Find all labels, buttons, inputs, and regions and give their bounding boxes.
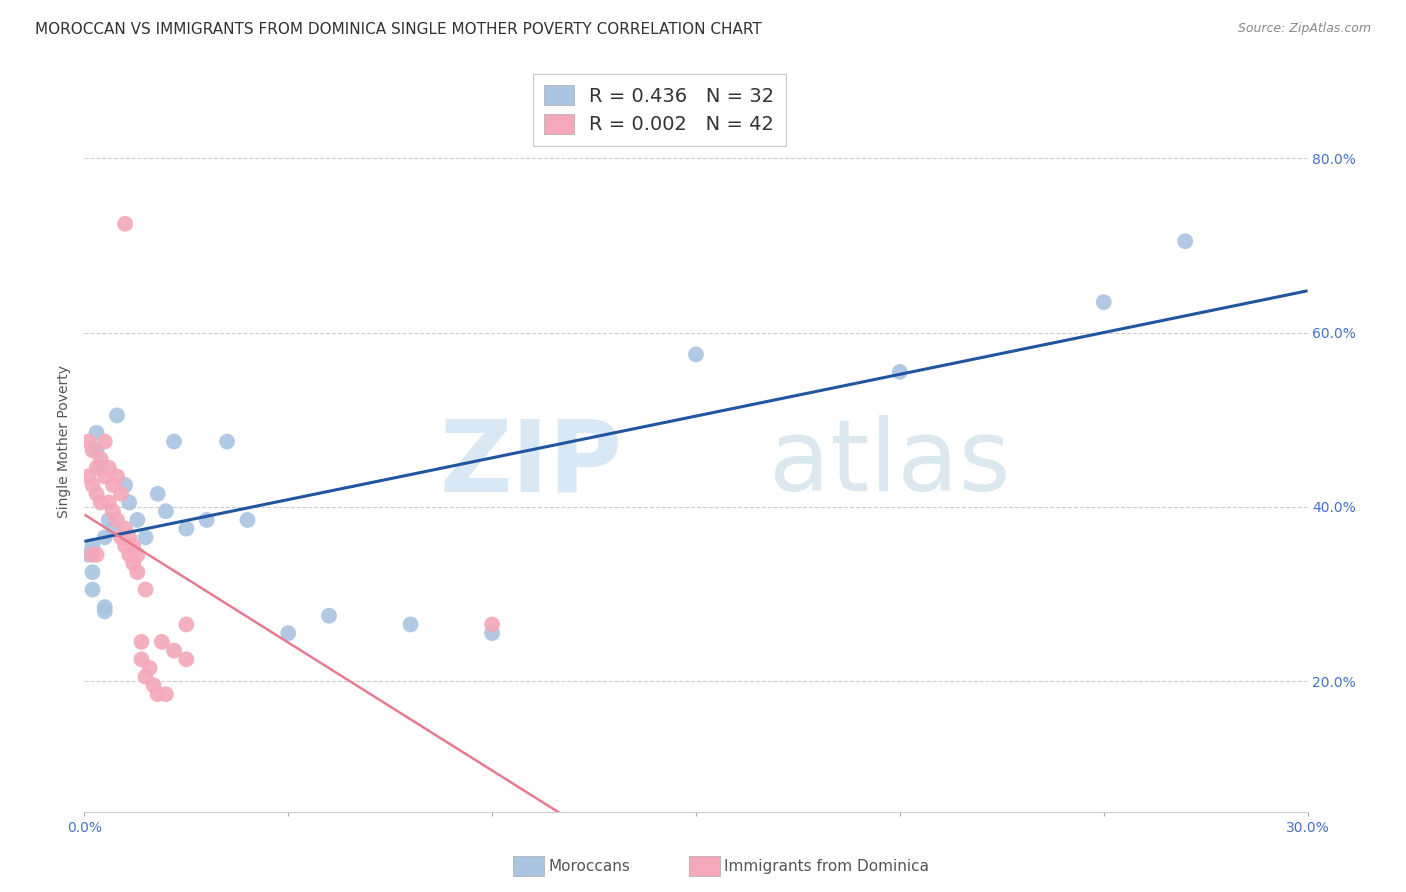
Point xyxy=(86,487,108,501)
Point xyxy=(82,548,104,562)
Point xyxy=(101,504,124,518)
Point xyxy=(685,347,707,361)
Point xyxy=(127,548,149,562)
Point xyxy=(118,530,141,544)
Point xyxy=(217,434,239,449)
Point xyxy=(93,530,115,544)
Point xyxy=(127,565,149,579)
Point xyxy=(150,635,173,649)
Point xyxy=(101,478,124,492)
Point xyxy=(318,608,340,623)
Point xyxy=(135,582,157,597)
Point xyxy=(77,469,100,483)
Point xyxy=(97,513,120,527)
Point xyxy=(135,530,157,544)
Text: atlas: atlas xyxy=(769,416,1011,512)
Text: Source: ZipAtlas.com: Source: ZipAtlas.com xyxy=(1237,22,1371,36)
Point xyxy=(86,460,108,475)
Point xyxy=(82,539,104,553)
Point xyxy=(82,443,104,458)
Legend: R = 0.436   N = 32, R = 0.002   N = 42: R = 0.436 N = 32, R = 0.002 N = 42 xyxy=(533,74,786,146)
Point xyxy=(114,522,136,536)
Point xyxy=(110,487,132,501)
Point xyxy=(110,530,132,544)
Point xyxy=(90,495,112,509)
Point xyxy=(236,513,259,527)
Point xyxy=(131,652,153,666)
Point xyxy=(114,217,136,231)
Point xyxy=(174,522,197,536)
Point xyxy=(174,652,197,666)
Point xyxy=(101,522,124,536)
Text: Immigrants from Dominica: Immigrants from Dominica xyxy=(724,859,929,873)
Point xyxy=(481,617,503,632)
Point xyxy=(138,661,160,675)
Point xyxy=(155,687,177,701)
Text: Moroccans: Moroccans xyxy=(548,859,630,873)
Point xyxy=(399,617,422,632)
Point xyxy=(114,478,136,492)
Point xyxy=(195,513,218,527)
Point xyxy=(82,582,104,597)
Point xyxy=(86,548,108,562)
Point xyxy=(481,626,503,640)
Point xyxy=(93,604,115,618)
Point xyxy=(146,687,169,701)
Point xyxy=(77,548,100,562)
Point xyxy=(77,434,100,449)
Y-axis label: Single Mother Poverty: Single Mother Poverty xyxy=(58,365,72,518)
Point xyxy=(146,487,169,501)
Point xyxy=(86,425,108,440)
Point xyxy=(105,513,128,527)
Text: MOROCCAN VS IMMIGRANTS FROM DOMINICA SINGLE MOTHER POVERTY CORRELATION CHART: MOROCCAN VS IMMIGRANTS FROM DOMINICA SIN… xyxy=(35,22,762,37)
Point xyxy=(163,434,186,449)
Point xyxy=(1174,234,1197,248)
Point xyxy=(889,365,911,379)
Text: ZIP: ZIP xyxy=(440,416,623,512)
Point xyxy=(135,670,157,684)
Point xyxy=(131,635,153,649)
Point xyxy=(118,495,141,509)
Point xyxy=(90,452,112,467)
Point xyxy=(105,469,128,483)
Point xyxy=(90,460,112,475)
Point xyxy=(155,504,177,518)
Point xyxy=(174,617,197,632)
Point xyxy=(122,557,145,571)
Point xyxy=(122,539,145,553)
Point xyxy=(277,626,299,640)
Point xyxy=(93,434,115,449)
Point xyxy=(82,565,104,579)
Point xyxy=(93,600,115,615)
Point xyxy=(127,513,149,527)
Point xyxy=(86,443,108,458)
Point xyxy=(163,643,186,657)
Point xyxy=(114,539,136,553)
Point xyxy=(97,495,120,509)
Point xyxy=(105,409,128,423)
Point xyxy=(118,548,141,562)
Point xyxy=(93,469,115,483)
Point xyxy=(1092,295,1115,310)
Point xyxy=(97,460,120,475)
Point xyxy=(142,678,165,692)
Point xyxy=(82,478,104,492)
